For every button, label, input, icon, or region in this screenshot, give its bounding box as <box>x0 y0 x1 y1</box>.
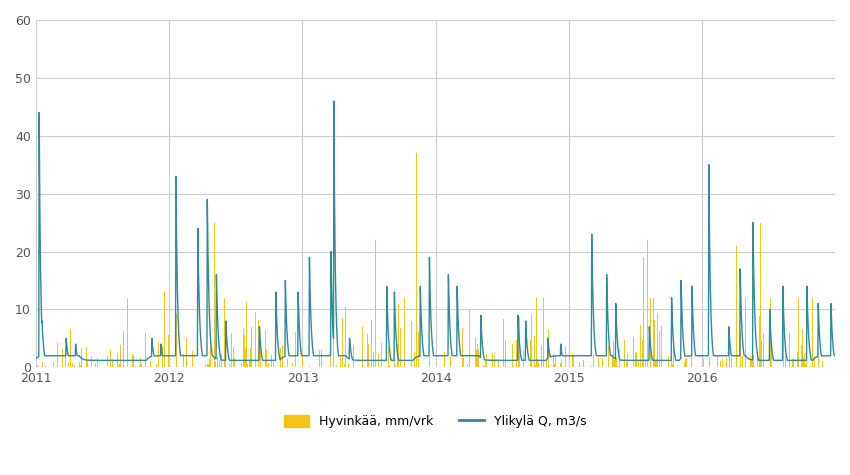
Line: Ylikylä Q, m3/s: Ylikylä Q, m3/s <box>36 101 835 361</box>
Legend: Hyvinkää, mm/vrk, Ylikylä Q, m3/s: Hyvinkää, mm/vrk, Ylikylä Q, m3/s <box>278 408 592 435</box>
